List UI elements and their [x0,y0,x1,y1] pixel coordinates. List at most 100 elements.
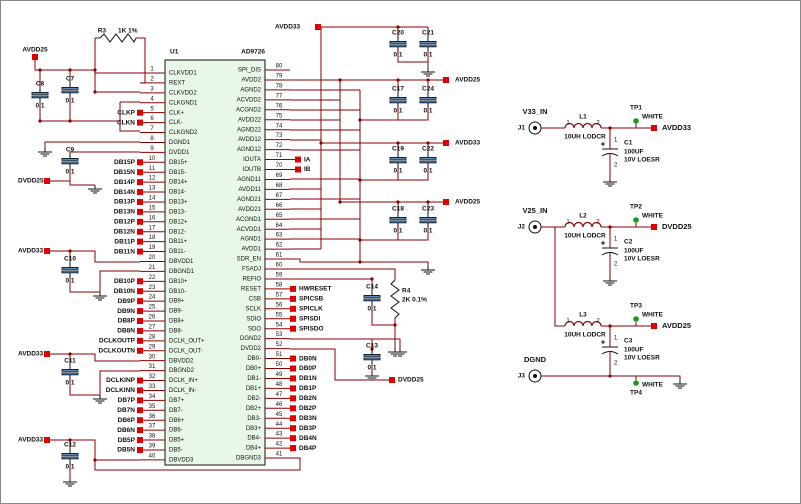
wire [136,37,146,84]
net-label: IB [304,166,311,173]
test-point [633,217,639,223]
pin-name: REFIO [243,277,262,283]
capacitor [61,87,79,90]
pin-name: DB8+ [169,319,185,325]
net-port [290,325,296,332]
capacitor [389,41,407,44]
pin-name: DB13- [169,209,186,215]
cap-value: 0.1 [367,365,376,372]
pin-number: 36 [149,414,156,420]
pin-name: DB13+ [169,200,188,206]
pin-number: 50 [276,362,283,368]
cap-ref: C14 [366,284,378,291]
pin-name: DB15- [169,170,186,176]
cap-value: 0.1 [65,169,74,176]
net-port [290,385,296,392]
net-label: DB0P [299,365,317,372]
wire [541,375,681,380]
wire [397,228,429,241]
resistor-value: 1K 1% [118,28,138,35]
chip-ref: U1 [170,49,179,56]
pin-name: DB1+ [246,386,262,392]
pin-number: 1 [614,336,618,342]
pin-name: DB5+ [169,438,185,444]
net-port [290,295,296,302]
pin-name: SDR_EN [237,257,261,263]
net-port [315,24,321,30]
cap-ref: C20 [392,30,404,37]
pin-number: 4 [150,96,154,102]
net-label: DB7P [118,397,136,404]
pin-name: DBVDD3 [169,457,194,463]
resistor-ref: R4 [402,288,411,295]
net-port [290,425,296,432]
cap-value: 100UF [624,149,644,156]
capacitor [61,456,79,460]
pin-number: 14 [149,196,156,202]
capacitor [61,369,79,372]
power-label: AVDD33 [455,140,481,147]
pin-number: 3 [150,86,154,92]
cap-value: 100UF [624,347,644,354]
pin-name: DCLK_IN- [169,388,196,394]
pin-number: 40 [149,453,156,459]
pin-name: AVDD11 [239,187,262,193]
pin-name: DVDD1 [169,150,190,156]
wire [69,169,95,186]
net-port [137,298,143,305]
pin-number: 5 [150,106,154,112]
net-label: DB5P [118,437,136,444]
test-point-color: WHITE [642,213,664,220]
jack-ref: J2 [518,224,526,231]
pin-number: 2 [596,220,600,226]
pin-name: AVDD2 [241,78,261,84]
pin-number: 37 [149,424,156,430]
pin-number: 6 [150,116,154,122]
output-net: DVDD25 [662,222,692,231]
net-label: DB10P [114,278,136,285]
pin-name: DB10+ [169,279,188,285]
pin-name: DB11+ [169,239,188,245]
net-label: HWRESET [299,286,332,293]
pin-number: 10 [149,156,156,162]
net-port [290,405,296,412]
pin-name: DB10- [169,289,186,295]
net-port [137,218,143,225]
net-port [389,377,395,383]
net-port [651,224,657,230]
pin-number: 80 [276,64,283,70]
cap-value: 0.1 [393,228,402,235]
wire [359,90,429,266]
test-point-ref: TP1 [630,105,642,112]
pin-name: REXT [169,80,185,86]
pin-number: 52 [276,342,283,348]
test-point-ref: TP4 [630,390,642,397]
cap-value: 0.1 [35,103,44,110]
net-port [290,365,296,372]
pin-number: 64 [276,223,283,229]
net-port [137,248,143,255]
pin-name: DB14- [169,190,186,196]
input-net: V25_IN [522,206,547,215]
junction [68,119,72,123]
capacitor [419,41,437,44]
net-port [137,327,143,334]
wire [554,227,565,327]
junction [396,141,400,145]
pin-number: 74 [276,123,283,129]
wire [69,380,100,396]
wire [94,457,301,471]
net-port [651,125,657,131]
pin-name: DB2- [247,396,261,402]
pin-number: 47 [276,392,283,398]
jack-ref: J3 [518,373,526,380]
net-label: DB3P [299,425,317,432]
net-port [137,407,143,414]
pin-number: 1 [566,319,570,325]
capacitor [363,295,381,298]
cap-value: 0.1 [393,52,402,59]
net-port [137,387,143,394]
pin-number: 17 [149,225,156,231]
pin-number: 2 [596,121,600,127]
